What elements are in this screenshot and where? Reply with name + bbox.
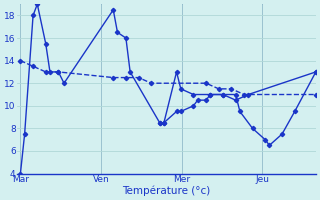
X-axis label: Température (°c): Température (°c) [122, 185, 211, 196]
